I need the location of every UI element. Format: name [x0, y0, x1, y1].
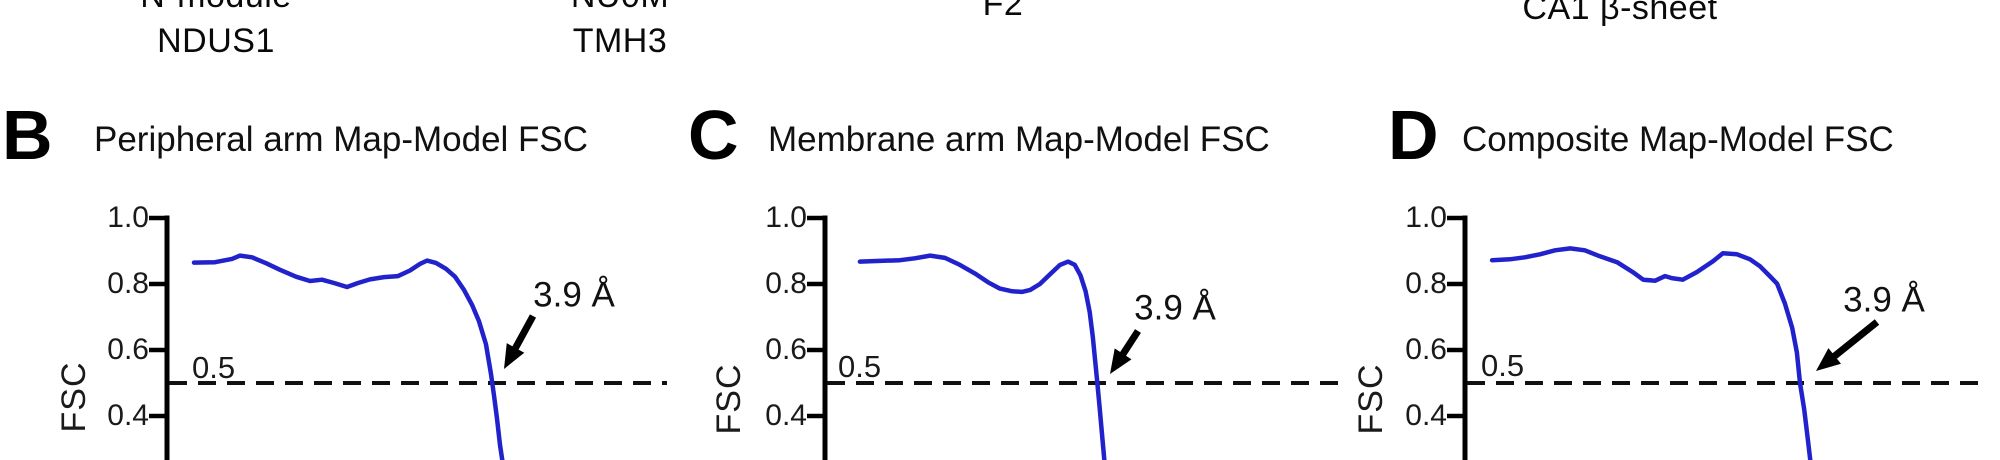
y-tick-label: 0.4: [1405, 399, 1447, 432]
panel-title-d: Composite Map-Model FSC: [1462, 120, 1894, 159]
annotation-arrow-head: [504, 343, 525, 369]
panel-letter-d: D: [1388, 96, 1439, 174]
y-tick-label: 0.8: [107, 267, 149, 300]
top-label-tmh3: TMH3: [572, 22, 668, 60]
top-label-n-module: N-module: [140, 0, 291, 13]
resolution-annotation-c: 3.9 Å: [1134, 288, 1216, 328]
annotation-arrow-head: [1816, 348, 1841, 371]
top-label-f2: F2: [982, 0, 1024, 23]
threshold-label-b: 0.5: [192, 350, 236, 385]
fsc-curve: [857, 253, 1107, 460]
panel-title-b: Peripheral arm Map-Model FSC: [94, 120, 589, 159]
top-label-ndus1: NDUS1: [157, 22, 275, 60]
resolution-annotation-b: 3.9 Å: [533, 275, 615, 315]
threshold-label-c: 0.5: [838, 349, 882, 384]
top-label-nu0m: NU0M: [571, 0, 669, 13]
y-tick-label: 1.0: [765, 201, 807, 234]
annotation-arrow-shaft: [509, 314, 537, 355]
y-tick-label: 0.6: [1405, 333, 1447, 366]
panel-title-c: Membrane arm Map-Model FSC: [768, 120, 1270, 159]
y-tick-label: 0.8: [1405, 267, 1447, 300]
y-tick-label: 1.0: [107, 201, 149, 234]
panel-letter-b: B: [2, 96, 53, 174]
y-tick-label: 0.8: [765, 267, 807, 300]
annotation-arrow-head: [1110, 348, 1132, 374]
threshold-label-d: 0.5: [1481, 348, 1525, 383]
resolution-annotation-d: 3.9 Å: [1843, 280, 1925, 320]
fsc-curve: [191, 253, 505, 460]
fsc-curve: [1489, 246, 1813, 460]
y-tick-label: 0.6: [765, 333, 807, 366]
y-tick-label: 0.4: [765, 399, 807, 432]
panel-letter-c: C: [688, 96, 739, 174]
y-tick-label: 1.0: [1405, 201, 1447, 234]
y-tick-label: 0.6: [107, 333, 149, 366]
annotation-arrow-shaft: [1827, 319, 1880, 363]
top-label-ca1-beta-sheet: CA1 β-sheet: [1522, 0, 1718, 27]
y-tick-label: 0.4: [107, 399, 149, 432]
